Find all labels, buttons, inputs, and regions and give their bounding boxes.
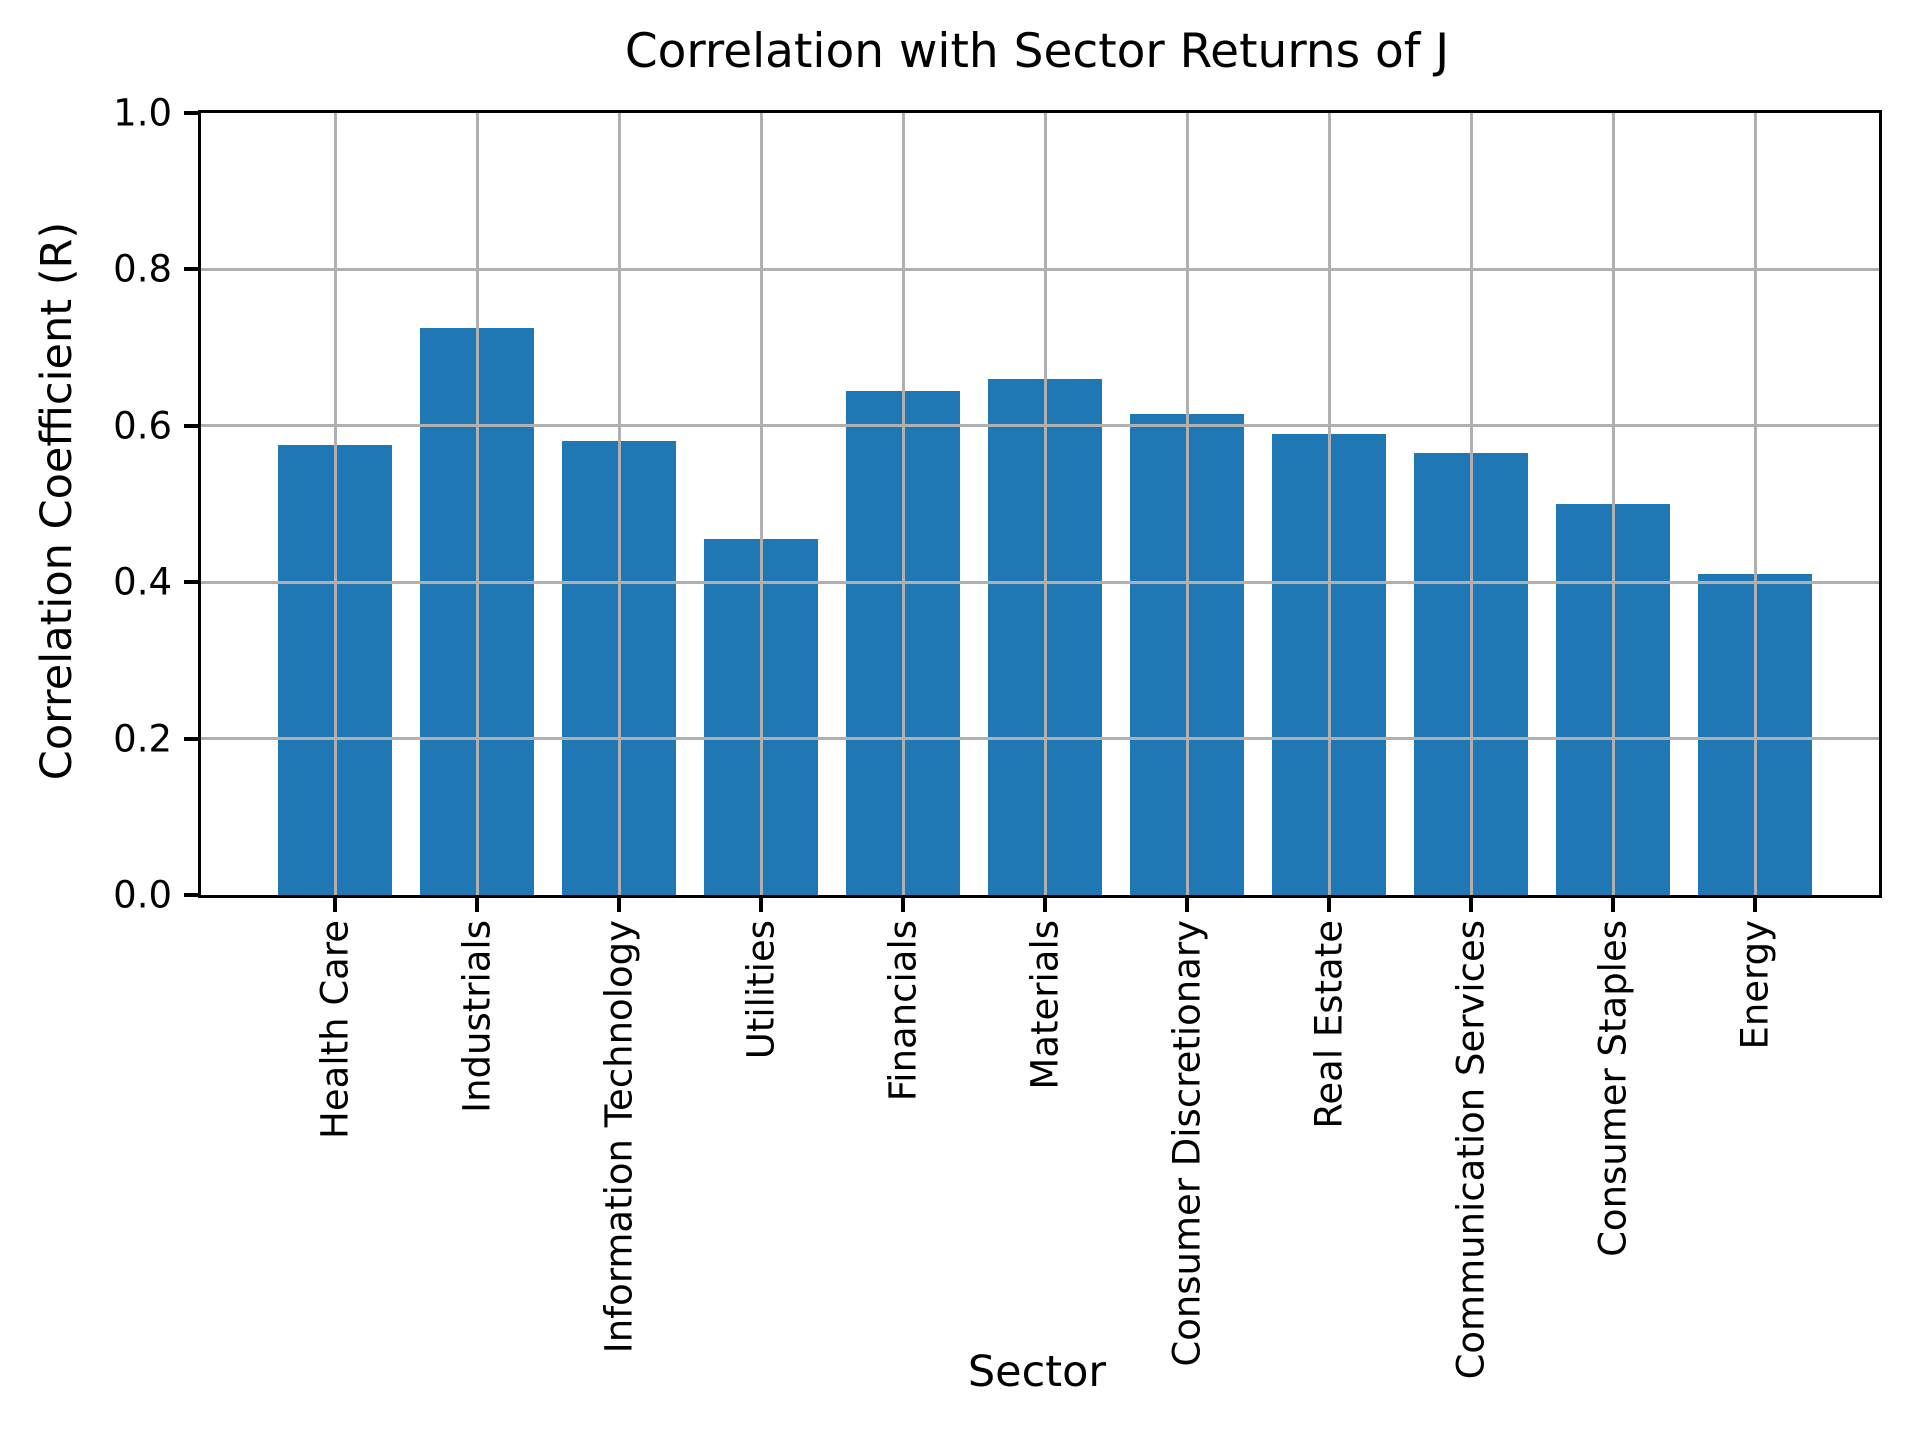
plot-area — [198, 110, 1882, 898]
x-tick-mark — [759, 898, 763, 912]
y-tick-label: 0.4 — [113, 560, 172, 604]
gridline-vertical — [901, 113, 905, 895]
x-tick-label: Real Estate — [1307, 920, 1351, 1129]
gridline-vertical — [1611, 113, 1615, 895]
x-tick-mark — [1043, 898, 1047, 912]
gridline-vertical — [1185, 113, 1189, 895]
y-tick-mark — [184, 736, 198, 741]
y-tick-label: 0.6 — [113, 404, 172, 448]
x-tick-label: Consumer Staples — [1591, 920, 1635, 1257]
x-tick-mark — [1469, 898, 1473, 912]
gridline-vertical — [333, 113, 337, 895]
x-tick-label: Consumer Discretionary — [1165, 920, 1209, 1367]
y-tick-label: 0.2 — [113, 717, 172, 761]
x-tick-mark — [1611, 898, 1615, 912]
gridline-horizontal — [201, 424, 1879, 428]
x-tick-label: Utilities — [739, 920, 783, 1060]
x-tick-mark — [901, 898, 905, 912]
gridline-vertical — [1327, 113, 1331, 895]
y-tick-label: 0.8 — [113, 247, 172, 291]
gridline-horizontal — [201, 267, 1879, 271]
gridline-horizontal — [201, 737, 1879, 741]
chart-title: Correlation with Sector Returns of J — [624, 24, 1450, 79]
gridline-vertical — [617, 113, 621, 895]
y-tick-mark — [184, 111, 198, 115]
x-tick-mark — [1185, 898, 1189, 912]
x-tick-mark — [1327, 898, 1331, 912]
gridline-vertical — [1043, 113, 1047, 895]
y-tick-mark — [184, 893, 198, 897]
y-axis-label: Correlation Coefficient (R) — [32, 221, 82, 781]
x-tick-mark — [1753, 898, 1757, 912]
y-tick-mark — [184, 580, 198, 585]
x-tick-label: Energy — [1733, 920, 1777, 1050]
x-tick-label: Materials — [1023, 920, 1067, 1090]
x-tick-mark — [475, 898, 479, 912]
gridline-vertical — [1469, 113, 1473, 895]
gridline-horizontal — [201, 580, 1879, 584]
x-axis-label: Sector — [967, 1347, 1107, 1397]
x-tick-label: Communication Services — [1449, 920, 1493, 1380]
x-tick-label: Industrials — [455, 920, 499, 1113]
x-tick-label: Health Care — [313, 920, 357, 1139]
x-tick-mark — [333, 898, 337, 912]
gridline-vertical — [475, 113, 479, 895]
y-tick-mark — [184, 267, 198, 272]
gridline-vertical — [759, 113, 763, 895]
y-tick-label: 1.0 — [113, 91, 172, 135]
x-tick-mark — [617, 898, 621, 912]
gridline-vertical — [1753, 113, 1757, 895]
y-tick-mark — [184, 423, 198, 428]
x-tick-label: Financials — [881, 920, 925, 1102]
y-tick-label: 0.0 — [113, 873, 172, 917]
x-tick-label: Information Technology — [597, 920, 641, 1354]
